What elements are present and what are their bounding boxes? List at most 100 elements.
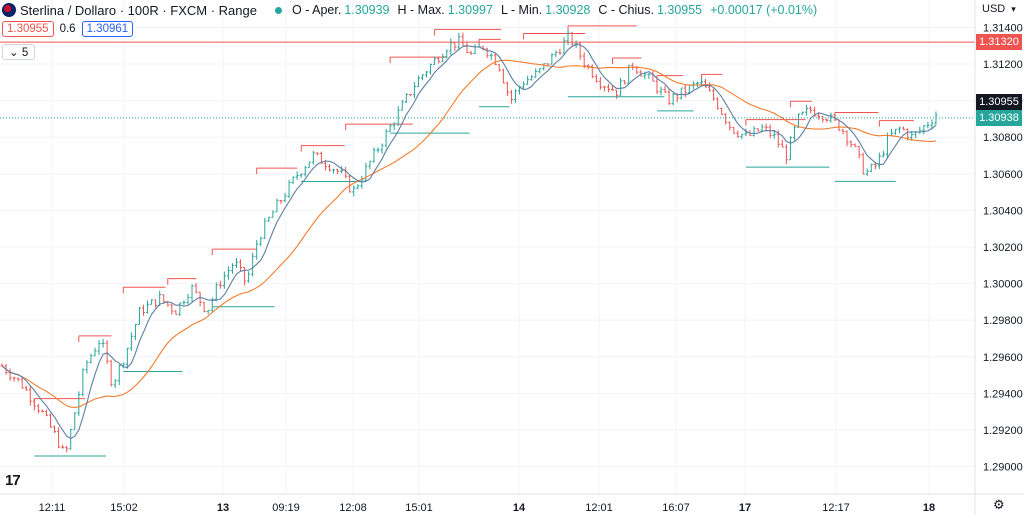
price-axis-label: 1.30200 (983, 242, 1023, 254)
price-axis-label: 1.30000 (983, 279, 1023, 291)
candle (61, 444, 65, 449)
candle (606, 83, 610, 93)
candle (348, 175, 352, 193)
gear-icon[interactable]: ⚙ (993, 497, 1005, 512)
candle (109, 359, 113, 387)
candle (663, 85, 667, 94)
candle (497, 64, 501, 72)
ohlc-high-value: 1.30997 (447, 3, 493, 17)
candle (647, 72, 651, 79)
candle (602, 85, 606, 92)
candle (873, 162, 877, 170)
sell-price-button[interactable]: 1.30955 (2, 21, 54, 37)
candle (792, 125, 796, 141)
candle (885, 132, 889, 159)
candle (400, 99, 404, 111)
candle (125, 347, 129, 369)
indicators-count: 5 (21, 47, 29, 59)
green-price-tag: 1.30938 (976, 109, 1022, 126)
candle (303, 165, 307, 177)
candle (425, 70, 429, 78)
candle (918, 126, 922, 134)
candle (267, 216, 271, 222)
candle (146, 300, 150, 314)
time-axis-label: 12:01 (585, 502, 613, 514)
candle (323, 159, 327, 171)
candle (327, 164, 331, 172)
price-axis[interactable]: 1.314001.312001.310001.308001.306001.304… (983, 22, 1023, 473)
candle (554, 50, 558, 58)
candle (8, 368, 12, 381)
candle (493, 53, 497, 66)
price-axis-label: 1.29600 (983, 352, 1023, 364)
candle (263, 217, 267, 239)
price-axis-label: 1.29400 (983, 388, 1023, 400)
candle (582, 52, 586, 69)
candle (720, 107, 724, 116)
candle (671, 92, 675, 106)
candle (809, 106, 813, 114)
moving-average-slow (1, 59, 937, 408)
candle (865, 168, 869, 177)
time-axis[interactable]: 12:11 15:02 13 09:19 12:08 15:01 14 12:01 16:07 1… (39, 502, 935, 514)
candle (716, 97, 720, 110)
candle (869, 163, 873, 173)
candle (659, 86, 663, 96)
candle (214, 282, 218, 302)
candle (174, 310, 178, 315)
candle (319, 151, 323, 164)
candle (356, 184, 360, 190)
candle (137, 306, 141, 325)
candle (364, 162, 368, 182)
buy-price-button[interactable]: 1.30961 (81, 21, 134, 37)
candle (780, 139, 784, 148)
chart-grid (0, 0, 975, 494)
candle (117, 364, 121, 386)
gbp-usd-flag-icon (2, 3, 16, 17)
tradingview-logo-icon[interactable]: 17 (5, 472, 21, 489)
candle (736, 130, 740, 138)
candle (271, 210, 275, 218)
candle (825, 118, 829, 123)
candle (877, 152, 881, 169)
symbol-title[interactable]: Sterlina / Dollaro · 100R · FXCM · Range (20, 2, 257, 18)
currency-selector[interactable]: USD (978, 3, 1024, 15)
ohlc-low-key: L - Min. (500, 3, 543, 17)
candle (594, 74, 598, 83)
candle (473, 44, 477, 55)
price-axis-label: 1.30800 (983, 132, 1023, 144)
candle (615, 89, 619, 99)
candle (708, 82, 712, 92)
candle (186, 294, 190, 305)
candle (902, 126, 906, 131)
candle (861, 152, 865, 175)
candle (404, 93, 408, 104)
candle (845, 130, 849, 147)
candle (376, 147, 380, 153)
candle (239, 259, 243, 272)
candle (222, 271, 226, 289)
candle (295, 171, 299, 180)
time-axis-label: 09:19 (272, 502, 300, 514)
candle (77, 391, 81, 416)
market-open-icon (274, 6, 282, 14)
candle (744, 128, 748, 137)
candles (0, 29, 938, 453)
ohlc-open-key: O - Aper. (291, 3, 342, 17)
candle (530, 74, 534, 81)
candle (16, 377, 20, 382)
trade-buttons: 1.30955 0.6 1.30961 (2, 21, 134, 37)
candle (796, 113, 800, 129)
candle (437, 56, 441, 64)
candle (416, 75, 420, 87)
indicators-toggle-button[interactable]: ⌄ 5 (2, 44, 36, 60)
candle (509, 89, 513, 104)
time-axis-label: 15:02 (110, 502, 138, 514)
candle (372, 147, 376, 163)
candle (894, 128, 898, 135)
moving-average-fast (1, 43, 937, 440)
candle (623, 80, 627, 85)
candle (598, 76, 602, 90)
candle (32, 399, 36, 411)
